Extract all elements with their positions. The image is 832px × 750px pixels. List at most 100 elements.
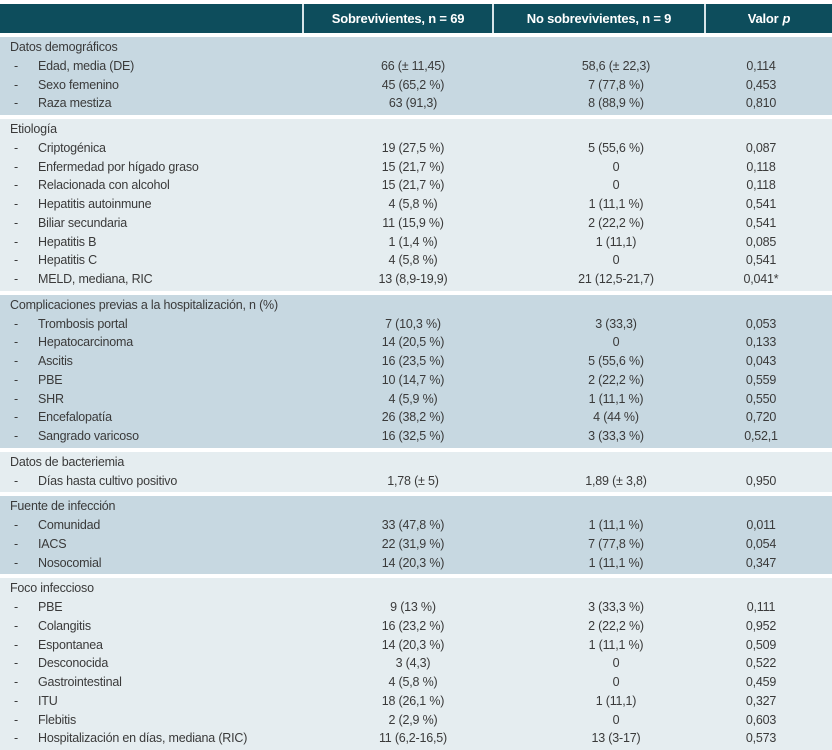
cell-nonsurvivors: 2 (22,2 %) xyxy=(588,215,644,230)
table-section: Fuente de infección - Comunidad 33 (47,8 … xyxy=(0,496,832,575)
table-row: - PBE 9 (13 %) 3 (33,3 %) 0,111 xyxy=(0,598,832,617)
header-p-value-italic: p xyxy=(782,11,791,26)
table-header: Sobrevivientes, n = 69 No sobrevivientes… xyxy=(0,4,832,33)
row-label-cell: - Colangitis xyxy=(0,617,302,636)
table-row: - PBE 10 (14,7 %) 2 (22,2 %) 0,559 xyxy=(0,371,832,390)
cell-survivors: 15 (21,7 %) xyxy=(381,159,445,174)
table-row: - Relacionada con alcohol 15 (21,7 %) 0 0… xyxy=(0,176,832,195)
cell-pvalue: 0,810 xyxy=(745,96,777,111)
row-label: Comunidad xyxy=(38,518,101,532)
cell-pvalue: 0,950 xyxy=(745,473,777,488)
cell-nonsurvivors: 13 (3-17) xyxy=(591,731,641,746)
bullet-dash: - xyxy=(14,372,18,387)
cell-nonsurvivors: 2 (22,2 %) xyxy=(588,372,644,387)
cell-survivors: 14 (20,5 %) xyxy=(381,335,445,350)
section-title: Fuente de infección xyxy=(10,499,116,514)
cell-survivors: 3 (4,3) xyxy=(395,656,431,671)
cell-survivors: 4 (5,9 %) xyxy=(388,391,438,406)
bullet-dash: - xyxy=(14,58,18,73)
header-col-variables xyxy=(0,4,302,33)
row-label: Gastrointestinal xyxy=(38,675,122,689)
table-body: Datos demográficos - Edad, media (DE) 66 … xyxy=(0,37,832,750)
row-label-cell: - Ascitis xyxy=(0,352,302,371)
cell-survivors: 9 (13 %) xyxy=(390,600,436,614)
cell-survivors: 16 (23,5 %) xyxy=(381,354,445,368)
cell-nonsurvivors: 1 (11,1) xyxy=(595,234,637,249)
row-label: Flebitis xyxy=(38,712,76,727)
bullet-dash: - xyxy=(14,272,18,286)
row-label-cell: - Encefalopatía xyxy=(0,408,302,427)
cell-pvalue: 0,085 xyxy=(745,234,777,249)
section-title: Foco infeccioso xyxy=(10,581,94,596)
cell-pvalue: 0,087 xyxy=(745,140,777,155)
cell-nonsurvivors: 0 xyxy=(612,178,620,193)
row-label-cell: - Nosocomial xyxy=(0,554,302,573)
cell-nonsurvivors: 21 (12,5-21,7) xyxy=(578,272,654,286)
bullet-dash: - xyxy=(14,140,18,155)
row-label: Hospitalización en días, mediana (RIC) xyxy=(38,731,248,746)
row-label: Relacionada con alcohol xyxy=(38,178,170,193)
cell-survivors: 16 (32,5 %) xyxy=(381,429,445,443)
bullet-dash: - xyxy=(14,618,18,633)
row-label-cell: - Criptogénica xyxy=(0,139,302,158)
row-label: Días hasta cultivo positivo xyxy=(38,473,178,488)
cell-nonsurvivors: 3 (33,3) xyxy=(595,316,637,331)
table-row: - Sexo femenino 45 (65,2 %) 7 (77,8 %) 0,… xyxy=(0,76,832,95)
row-label: SHR xyxy=(38,391,64,406)
cell-pvalue: 0,952 xyxy=(745,618,777,633)
row-label: Trombosis portal xyxy=(38,316,128,331)
cell-pvalue: 0,118 xyxy=(746,159,776,174)
cell-pvalue: 0,509 xyxy=(745,637,777,652)
cell-nonsurvivors: 1 (11,1 %) xyxy=(588,637,644,652)
row-label-cell: - Enfermedad por hígado graso xyxy=(0,158,302,177)
cell-pvalue: 0,52,1 xyxy=(744,429,778,443)
table-row: - Sangrado varicoso 16 (32,5 %) 3 (33,3 %… xyxy=(0,427,832,446)
cell-nonsurvivors: 0 xyxy=(612,159,620,174)
cell-survivors: 33 (47,8 %) xyxy=(381,518,445,532)
table-row: - Desconocida 3 (4,3) 0 0,522 xyxy=(0,654,832,673)
cell-pvalue: 0,541 xyxy=(745,215,777,230)
cell-nonsurvivors: 1 (11,1 %) xyxy=(588,197,644,211)
row-label: MELD, mediana, RIC xyxy=(38,272,153,286)
cell-nonsurvivors: 0 xyxy=(612,656,620,671)
cell-pvalue: 0,541 xyxy=(745,253,777,268)
cell-survivors: 18 (26,1 %) xyxy=(381,693,445,708)
bullet-dash: - xyxy=(14,429,18,443)
bullet-dash: - xyxy=(14,518,18,532)
table-row: - SHR 4 (5,9 %) 1 (11,1 %) 0,550 xyxy=(0,390,832,409)
bullet-dash: - xyxy=(14,215,18,230)
bullet-dash: - xyxy=(14,600,18,614)
bullet-dash: - xyxy=(14,410,18,425)
cell-nonsurvivors: 2 (22,2 %) xyxy=(588,618,644,633)
section-rows: - Comunidad 33 (47,8 %) 1 (11,1 %) 0,011 … xyxy=(0,516,832,572)
table-row: - Días hasta cultivo positivo 1,78 (± 5) … xyxy=(0,472,832,491)
cell-pvalue: 0,111 xyxy=(746,600,776,614)
row-label-cell: - Desconocida xyxy=(0,654,302,673)
row-label-cell: - Hepatitis C xyxy=(0,251,302,270)
row-label: PBE xyxy=(38,372,63,387)
bullet-dash: - xyxy=(14,178,18,193)
row-label: Ascitis xyxy=(38,354,73,368)
table-section: Etiología - Criptogénica 19 (27,5 %) 5 (5… xyxy=(0,119,832,291)
cell-pvalue: 0,541 xyxy=(745,197,777,211)
cell-survivors: 2 (2,9 %) xyxy=(388,712,438,727)
table-row: - IACS 22 (31,9 %) 7 (77,8 %) 0,054 xyxy=(0,535,832,554)
cell-nonsurvivors: 7 (77,8 %) xyxy=(588,536,644,551)
table-row: - Espontanea 14 (20,3 %) 1 (11,1 %) 0,509 xyxy=(0,636,832,655)
row-label: Hepatitis C xyxy=(38,253,97,268)
section-rows: - Trombosis portal 7 (10,3 %) 3 (33,3) 0,… xyxy=(0,315,832,446)
row-label: ITU xyxy=(38,693,58,708)
bullet-dash: - xyxy=(14,391,18,406)
section-rows: - Criptogénica 19 (27,5 %) 5 (55,6 %) 0,0… xyxy=(0,139,832,289)
cell-survivors: 45 (65,2 %) xyxy=(381,77,445,92)
header-p-value-label: Valor xyxy=(747,11,779,26)
cell-pvalue: 0,603 xyxy=(745,712,777,727)
row-label-cell: - Hepatitis B xyxy=(0,233,302,252)
cell-pvalue: 0,522 xyxy=(745,656,777,671)
cell-pvalue: 0,453 xyxy=(745,77,777,92)
table-row: - Hepatitis C 4 (5,8 %) 0 0,541 xyxy=(0,251,832,270)
row-label-cell: - Hepatitis autoinmune xyxy=(0,195,302,214)
cell-pvalue: 0,043 xyxy=(745,354,777,368)
bullet-dash: - xyxy=(14,656,18,671)
table-row: - Flebitis 2 (2,9 %) 0 0,603 xyxy=(0,711,832,730)
